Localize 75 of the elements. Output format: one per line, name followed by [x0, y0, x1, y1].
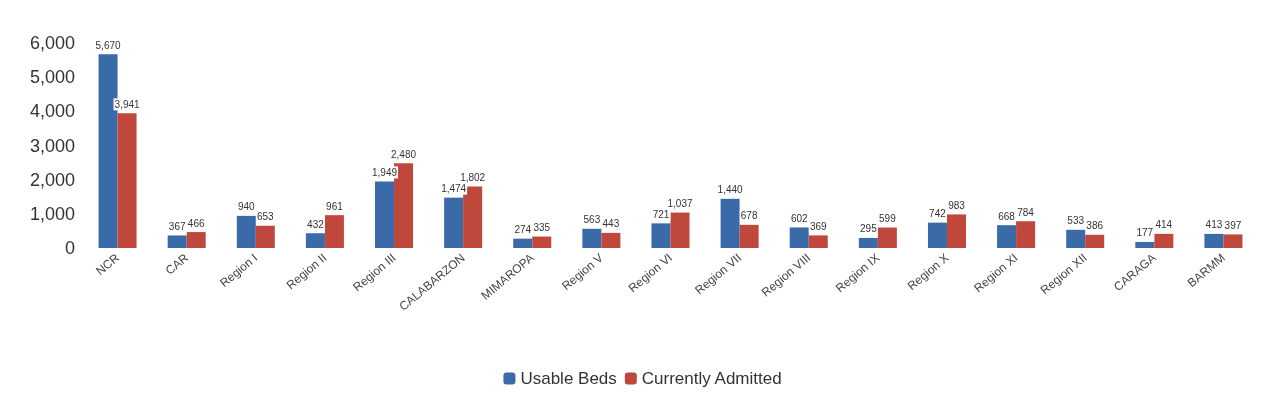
data-label: 961 — [326, 200, 344, 212]
bar — [651, 223, 671, 248]
bar — [1223, 234, 1243, 248]
data-label: 653 — [256, 211, 275, 223]
bar — [255, 225, 275, 248]
bar — [1066, 229, 1086, 248]
data-label: 413 — [1205, 219, 1223, 231]
bar — [739, 224, 759, 248]
x-tick-label: CAR — [162, 250, 192, 278]
data-label: 721 — [652, 208, 670, 220]
data-label: 940 — [237, 201, 256, 213]
y-tick-label: 4,000 — [29, 101, 75, 122]
bar — [997, 225, 1017, 248]
data-label: 602 — [790, 212, 809, 224]
bar — [186, 232, 206, 248]
bar — [858, 237, 878, 248]
bar — [877, 227, 897, 248]
bar — [167, 235, 187, 248]
data-label: 177 — [1136, 227, 1154, 239]
bar — [1016, 221, 1036, 248]
bar — [324, 215, 344, 248]
bar — [117, 113, 137, 248]
data-label: 3,941 — [114, 98, 141, 110]
data-label: 274 — [514, 224, 532, 236]
bar — [582, 228, 602, 248]
bar — [1154, 233, 1174, 248]
data-label: 443 — [602, 218, 620, 230]
data-label: 599 — [879, 213, 897, 225]
bar — [720, 198, 740, 248]
bar — [601, 232, 621, 248]
data-label: 563 — [583, 214, 601, 226]
data-label: 335 — [533, 222, 551, 234]
data-label: 983 — [948, 199, 966, 211]
bar — [927, 222, 947, 248]
y-tick-label: 5,000 — [29, 67, 75, 88]
bar — [1085, 234, 1105, 248]
data-label: 432 — [307, 218, 325, 230]
bar — [444, 197, 464, 248]
bar — [532, 236, 552, 248]
bar — [946, 214, 966, 248]
bar — [808, 235, 828, 248]
bar — [670, 212, 690, 248]
legend-label: Currently Admitted — [641, 369, 782, 388]
y-tick-label: 0 — [64, 238, 75, 258]
data-label: 1,440 — [717, 184, 744, 196]
data-label: 5,670 — [95, 39, 121, 51]
data-label: 1,037 — [667, 198, 693, 210]
data-label: 1,802 — [460, 171, 486, 183]
bar — [236, 215, 256, 248]
data-label: 369 — [809, 220, 828, 232]
data-label: 466 — [187, 217, 205, 229]
bar — [375, 181, 395, 248]
data-label: 2,480 — [391, 148, 417, 160]
y-tick-label: 6,000 — [29, 33, 75, 53]
bar — [789, 227, 809, 248]
data-label: 533 — [1067, 215, 1085, 227]
y-tick-label: 1,000 — [29, 203, 75, 224]
y-tick-label: 2,000 — [29, 169, 75, 190]
data-label: 295 — [860, 223, 878, 235]
data-label: 367 — [168, 220, 186, 232]
data-label: 742 — [929, 208, 947, 220]
bar — [1135, 241, 1155, 248]
data-label: 1,474 — [441, 183, 467, 195]
data-label: 386 — [1086, 220, 1104, 232]
data-label: 668 — [998, 210, 1016, 222]
data-label: 1,949 — [372, 166, 398, 178]
bar — [305, 233, 325, 248]
data-label: 784 — [1017, 206, 1035, 218]
bar — [1204, 233, 1224, 248]
legend-label: Usable Beds — [520, 369, 617, 388]
y-tick-label: 3,000 — [29, 135, 75, 156]
data-label: 678 — [740, 210, 758, 222]
bar — [513, 238, 533, 248]
data-label: 414 — [1155, 219, 1173, 231]
data-label: 397 — [1224, 219, 1242, 231]
